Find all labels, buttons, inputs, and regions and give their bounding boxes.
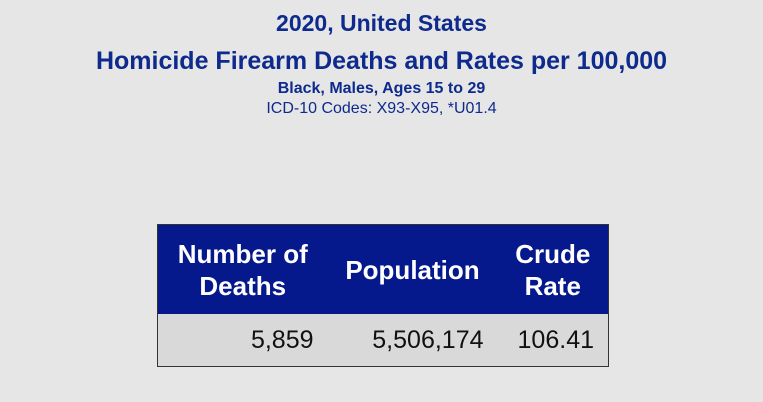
column-header: Crude Rate <box>497 224 609 314</box>
data-cell: 106.41 <box>497 314 609 367</box>
data-cell: 5,506,174 <box>327 314 498 367</box>
table-body: 5,859 5,506,174 106.41 <box>157 314 609 367</box>
column-header: Number of Deaths <box>157 224 328 314</box>
column-header: Population <box>327 224 498 314</box>
group: Black, Males, Ages 15 to 29 <box>277 80 486 97</box>
codes: ICD-10 Codes: X93-X95, *U01.4 <box>266 100 497 117</box>
header-row: Number of Deaths Population Crude Rate <box>157 224 609 314</box>
subtitle: Homicide Firearm Deaths and Rates per 10… <box>95 47 668 75</box>
data-row: 5,859 5,506,174 106.41 <box>157 314 609 367</box>
title: 2020, United States <box>276 10 487 36</box>
data-cell: 5,859 <box>157 314 328 367</box>
results-table: Number of Deaths Population Crude Rate 5,8… <box>157 224 609 367</box>
